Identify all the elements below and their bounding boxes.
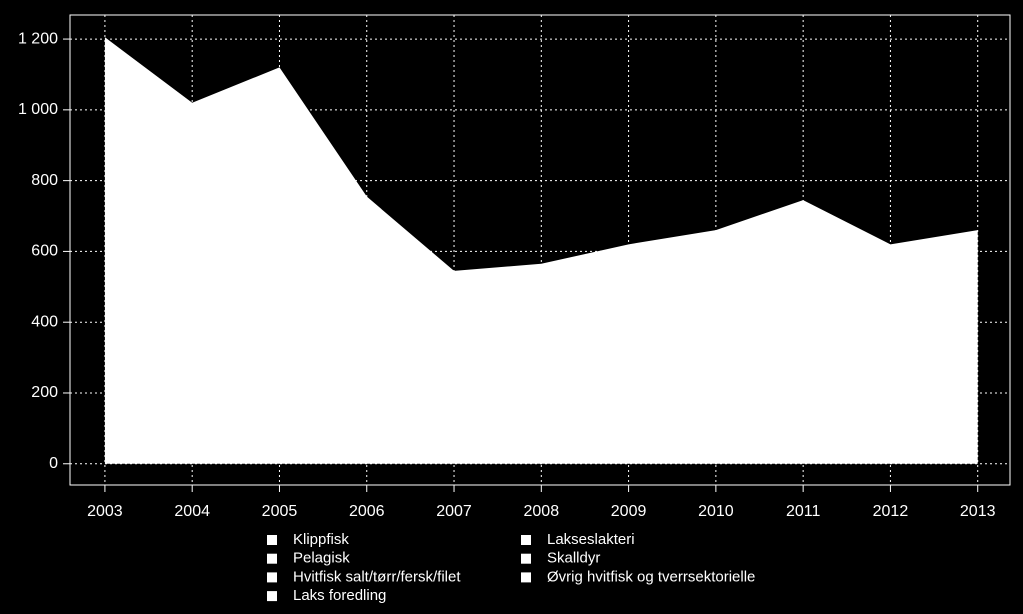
x-tick-label: 2013 xyxy=(960,503,996,520)
legend-label: Øvrig hvitfisk og tverrsektorielle xyxy=(547,568,755,585)
legend-label: Pelagisk xyxy=(293,550,350,567)
legend-label: Skalldyr xyxy=(547,550,600,567)
y-tick-label: 800 xyxy=(31,172,58,189)
x-tick-label: 2006 xyxy=(349,503,385,520)
x-tick-label: 2007 xyxy=(436,503,472,520)
legend-swatch xyxy=(267,572,277,583)
y-tick-label: 200 xyxy=(31,384,58,401)
x-tick-label: 2011 xyxy=(786,503,821,520)
legend-swatch xyxy=(521,535,531,545)
x-tick-label: 2003 xyxy=(87,503,123,520)
y-tick-label: 1 000 xyxy=(18,101,58,118)
legend-swatch xyxy=(521,553,531,564)
plot-frame xyxy=(69,14,1011,486)
y-tick-label: 400 xyxy=(31,313,58,330)
x-tick-label: 2009 xyxy=(611,503,647,520)
x-tick-label: 2012 xyxy=(873,503,909,520)
legend-swatch xyxy=(267,535,277,545)
y-tick-label: 1 200 xyxy=(18,30,58,47)
legend-label: Laks foredling xyxy=(293,587,386,604)
legend-swatch xyxy=(267,553,277,564)
x-tick-label: 2008 xyxy=(524,503,560,520)
legend-label: Hvitfisk salt/tørr/fersk/filet xyxy=(293,568,461,585)
y-tick-label: 0 xyxy=(49,455,58,472)
x-tick-label: 2010 xyxy=(698,503,734,520)
legend-swatch xyxy=(267,591,277,602)
legend-swatch xyxy=(521,572,531,583)
x-tick-label: 2004 xyxy=(174,503,210,520)
area xyxy=(104,37,978,464)
x-tick-label: 2005 xyxy=(262,503,298,520)
legend-label: Klippfisk xyxy=(293,531,349,548)
y-tick-label: 600 xyxy=(31,243,58,260)
legend-label: Lakseslakteri xyxy=(547,531,635,548)
